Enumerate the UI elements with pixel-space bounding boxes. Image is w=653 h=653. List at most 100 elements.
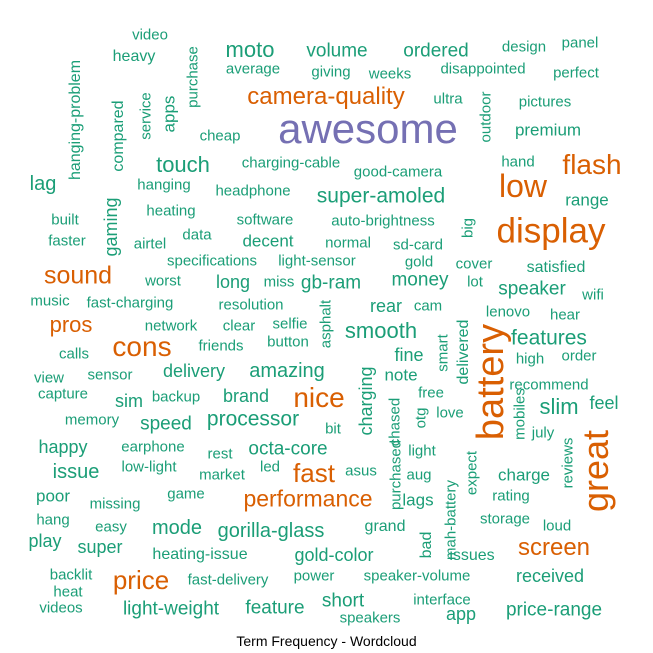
word-compared: compared [110, 100, 127, 172]
word-clear: clear [222, 317, 256, 335]
word-super-amoled: super-amoled [316, 184, 446, 208]
word-nice: nice [293, 382, 345, 413]
word-price: price [112, 565, 170, 595]
wordcloud: awesome battery great display low camera-qual… [28, 26, 621, 626]
word-lenovo: lenovo [485, 303, 531, 321]
word-mobiles: mobiles [511, 388, 529, 440]
word-issues: issues [449, 547, 495, 564]
word-heavy: heavy [112, 48, 156, 65]
word-asus: asus [345, 462, 377, 480]
word-friends: friends [198, 337, 244, 355]
word-poor: poor [35, 486, 71, 506]
word-earphone: earphone [121, 438, 185, 456]
word-hand: hand [501, 153, 535, 171]
word-music: music [30, 292, 70, 310]
word-good-camera: good-camera [353, 163, 443, 181]
word-cam: cam [413, 297, 443, 315]
word-hanging: hanging [137, 176, 191, 194]
word-fast-charging: fast-charging [86, 294, 174, 312]
word-disappointed: disappointed [440, 60, 526, 78]
word-ordered: ordered [403, 40, 469, 62]
word-charging-cable: charging-cable [241, 154, 341, 172]
word-free: free [418, 384, 444, 402]
word-features: features [511, 326, 587, 350]
word-price-range: price-range [505, 599, 603, 621]
word-giving: giving [311, 63, 351, 81]
word-power: power [293, 567, 335, 585]
word-gaming: gaming [101, 197, 121, 257]
word-bit: bit [325, 420, 341, 438]
word-sound: sound [43, 261, 113, 290]
word-backlit: backlit [49, 566, 93, 584]
word-fast-delivery: fast-delivery [187, 571, 269, 589]
word-cons: cons [112, 331, 172, 362]
word-loud: loud [542, 517, 572, 535]
word-purchase: purchase [184, 46, 202, 108]
word-speaker: speaker [498, 278, 566, 300]
word-backup: backup [151, 388, 201, 406]
word-led: led [259, 458, 281, 476]
word-mode: mode [151, 517, 203, 539]
word-sd-card: sd-card [392, 236, 444, 254]
word-wifi: wifi [582, 286, 604, 304]
word-sim: sim [115, 391, 143, 411]
word-rear: rear [369, 296, 403, 316]
word-storage: storage [479, 510, 531, 528]
word-video: video [132, 26, 168, 44]
word-headphone: headphone [215, 182, 291, 200]
word-decent: decent [242, 231, 294, 251]
word-light: light [408, 442, 436, 460]
word-airtel: airtel [133, 235, 167, 253]
word-heating: heating [146, 202, 196, 220]
word-delivery: delivery [162, 361, 226, 381]
word-fast: fast [293, 458, 335, 488]
word-big: big [459, 217, 477, 239]
word-app: app [445, 604, 477, 624]
word-charge: charge [498, 465, 550, 485]
word-gorilla-glass: gorilla-glass [217, 520, 325, 542]
word-design: design [501, 38, 547, 56]
word-issue: issue [52, 461, 100, 483]
word-button: button [267, 333, 309, 351]
word-heat: heat [53, 583, 83, 601]
word-reviews: reviews [559, 437, 577, 489]
word-super: super [77, 537, 123, 557]
word-panel: panel [561, 34, 599, 52]
word-range: range [565, 190, 609, 210]
word-amazing: amazing [249, 360, 325, 382]
word-speed: speed [140, 413, 192, 435]
word-cheap: cheap [199, 127, 241, 145]
word-miss: miss [263, 273, 295, 291]
word-purchased: purchased [387, 439, 405, 511]
word-moto: moto [225, 37, 275, 62]
word-network: network [144, 317, 198, 335]
word-average: average [225, 60, 281, 78]
word-july: july [531, 424, 555, 442]
word-asphalt: asphalt [317, 299, 335, 349]
word-recommend: recommend [509, 376, 589, 394]
word-low-light: low-light [121, 458, 177, 476]
word-worst: worst [145, 272, 181, 290]
word-money: money [391, 269, 449, 291]
word-hanging-problem: hanging-problem [67, 59, 84, 181]
word-heating-issue: heating-issue [152, 546, 248, 563]
word-note: note [384, 365, 418, 385]
word-specifications: specifications [166, 252, 258, 270]
word-view: view [33, 369, 65, 387]
word-camera-quality: camera-quality [247, 83, 405, 110]
word-lag: lag [29, 173, 57, 195]
word-speakers: speakers [339, 609, 401, 627]
word-awesome: awesome [278, 105, 458, 152]
word-hear: hear [549, 306, 581, 324]
word-resolution: resolution [218, 296, 284, 314]
word-charging: charging [356, 366, 376, 436]
word-long: long [215, 272, 251, 292]
word-low: low [498, 168, 548, 204]
word-rating: rating [492, 487, 530, 505]
word-display: display [496, 211, 606, 251]
word-pictures: pictures [518, 93, 572, 111]
word-outdoor: outdoor [477, 91, 495, 143]
word-service: service [137, 92, 155, 140]
word-calls: calls [58, 345, 90, 363]
